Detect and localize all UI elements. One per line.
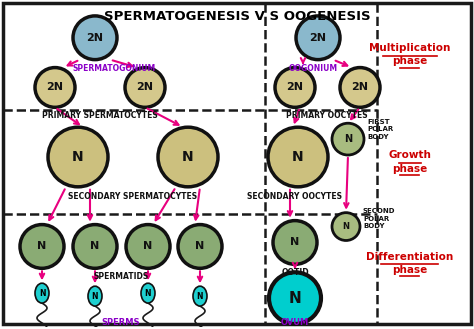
Circle shape <box>332 213 360 240</box>
Text: N: N <box>343 222 349 231</box>
Text: N: N <box>37 241 46 251</box>
Text: PRIMARY SPERMATOCYTES: PRIMARY SPERMATOCYTES <box>42 111 158 120</box>
Text: N: N <box>145 289 151 298</box>
Text: 2N: 2N <box>310 33 327 43</box>
Text: PRIMARY OOCYTES: PRIMARY OOCYTES <box>286 111 368 120</box>
Text: FIRST
POLAR
BODY: FIRST POLAR BODY <box>367 119 393 140</box>
Circle shape <box>20 225 64 268</box>
Ellipse shape <box>141 283 155 303</box>
Text: N: N <box>197 291 203 301</box>
Text: SECONDARY OOCYTES: SECONDARY OOCYTES <box>247 192 343 201</box>
Ellipse shape <box>35 283 49 303</box>
Text: SPERMS: SPERMS <box>102 318 140 327</box>
Circle shape <box>178 225 222 268</box>
Text: SPERMATOGENESIS V S OOGENESIS: SPERMATOGENESIS V S OOGENESIS <box>104 10 370 23</box>
Text: Differentiation
phase: Differentiation phase <box>366 252 454 275</box>
Circle shape <box>73 16 117 60</box>
Text: 2N: 2N <box>86 33 103 43</box>
Circle shape <box>126 225 170 268</box>
Circle shape <box>340 67 380 107</box>
Text: Multiplication
phase: Multiplication phase <box>369 43 451 66</box>
Text: 2N: 2N <box>46 83 64 92</box>
Text: 2N: 2N <box>137 83 154 92</box>
Circle shape <box>73 225 117 268</box>
Text: N: N <box>143 241 153 251</box>
Text: SECOND
POLAR
BODY: SECOND POLAR BODY <box>363 208 395 229</box>
Text: N: N <box>91 241 100 251</box>
Circle shape <box>273 221 317 264</box>
Text: SPERMATIDS: SPERMATIDS <box>93 272 149 281</box>
Text: N: N <box>182 150 194 164</box>
Text: OVUM: OVUM <box>281 318 309 327</box>
Text: OOTID: OOTID <box>281 268 309 277</box>
Text: SECONDARY SPERMATOCYTES: SECONDARY SPERMATOCYTES <box>68 192 198 201</box>
Circle shape <box>125 67 165 107</box>
Text: N: N <box>92 291 98 301</box>
Text: N: N <box>72 150 84 164</box>
Text: N: N <box>292 150 304 164</box>
Circle shape <box>48 127 108 187</box>
Text: N: N <box>289 291 301 306</box>
Circle shape <box>268 127 328 187</box>
Text: SPERMATOGONIUM: SPERMATOGONIUM <box>73 63 156 73</box>
Circle shape <box>35 67 75 107</box>
Circle shape <box>269 272 321 324</box>
Circle shape <box>275 67 315 107</box>
Text: OOGONIUM: OOGONIUM <box>289 63 337 73</box>
Text: N: N <box>291 238 300 247</box>
Ellipse shape <box>193 286 207 306</box>
Text: N: N <box>39 289 45 298</box>
Text: Growth
phase: Growth phase <box>389 150 431 174</box>
Circle shape <box>296 16 340 60</box>
Ellipse shape <box>88 286 102 306</box>
Text: N: N <box>195 241 205 251</box>
Text: 2N: 2N <box>352 83 368 92</box>
Circle shape <box>158 127 218 187</box>
Circle shape <box>332 123 364 155</box>
Text: 2N: 2N <box>286 83 303 92</box>
Text: N: N <box>344 134 352 144</box>
